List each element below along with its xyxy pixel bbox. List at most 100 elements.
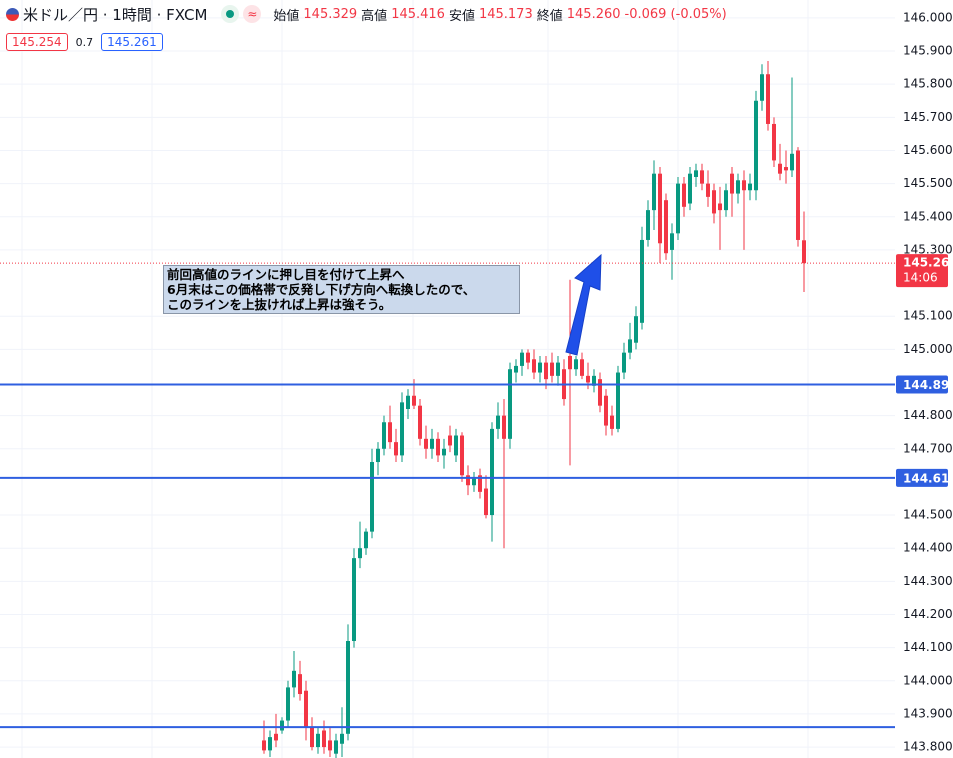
candle-body <box>400 402 404 456</box>
sell-button[interactable]: 145.254 <box>6 33 68 51</box>
candle-body <box>802 240 806 264</box>
header: 米ドル／円 · 1時間 · FXCM ≈ 始値 145.329 高値 145.416… <box>6 4 727 52</box>
candle-body <box>766 74 770 124</box>
y-tick-label: 145.900 <box>903 44 953 58</box>
candle-body <box>388 422 392 443</box>
candle-body <box>484 488 488 516</box>
flag-icon <box>6 7 19 21</box>
candle-body <box>292 670 296 688</box>
candle-body <box>478 475 482 492</box>
candle-body <box>790 153 794 171</box>
candle-body <box>340 733 344 744</box>
candle-body <box>556 362 560 376</box>
y-tick-label: 144.200 <box>903 607 953 621</box>
arrow <box>565 253 602 356</box>
y-tick-label: 144.500 <box>903 508 953 522</box>
candle-body <box>442 448 446 456</box>
current-price-label: 145.260 <box>903 256 953 270</box>
y-tick-label: 145.500 <box>903 176 953 190</box>
candle-body <box>262 740 266 751</box>
y-tick-label: 145.600 <box>903 143 953 157</box>
price-label: 144.894 <box>903 378 953 392</box>
y-tick-label: 145.800 <box>903 77 953 91</box>
candle-body <box>346 641 350 734</box>
open-label: 始値 <box>273 8 300 24</box>
candle-body <box>718 203 722 211</box>
candle-body <box>754 100 758 191</box>
y-tick-label: 144.800 <box>903 408 953 422</box>
candle-body <box>640 239 644 323</box>
candle-body <box>616 372 620 429</box>
candle-body <box>496 415 500 429</box>
candle-body <box>418 405 422 439</box>
symbol[interactable]: 米ドル／円 · 1時間 · FXCM <box>23 5 208 24</box>
candle-body <box>694 170 698 177</box>
candle-body <box>676 183 680 234</box>
candle-body <box>688 173 692 204</box>
price-label: 144.612 <box>903 471 953 485</box>
candle-body <box>334 740 338 754</box>
candle-body <box>298 674 302 695</box>
candle-body <box>574 359 578 370</box>
buy-button[interactable]: 145.261 <box>101 33 163 51</box>
candle-body <box>514 365 518 373</box>
candle-body <box>448 435 452 446</box>
y-tick-label: 144.100 <box>903 640 953 654</box>
candle-body <box>280 720 284 731</box>
candle-body <box>682 183 686 207</box>
candle-body <box>472 478 476 486</box>
candle-body <box>376 448 380 463</box>
candle-body <box>430 438 434 449</box>
candle-body <box>370 462 374 532</box>
candle-body <box>424 438 428 449</box>
y-tick-label: 146.000 <box>903 10 953 24</box>
status-dot[interactable] <box>221 5 240 23</box>
candle-body <box>460 435 464 476</box>
candle-body <box>508 369 512 439</box>
candle-body <box>604 395 608 426</box>
y-tick-label: 143.900 <box>903 706 953 720</box>
annotation: 前回高値のラインに押し目を付けて上昇へ 6月末はこの価格帯で反発し下げ方向へ転換し… <box>163 265 520 314</box>
candle-body <box>454 435 458 456</box>
candle-body <box>364 531 368 549</box>
candle-body <box>466 475 470 486</box>
candle-body <box>394 442 398 456</box>
candle-body <box>412 395 416 406</box>
annotation-line: このラインを上抜ければ上昇は強そう。 <box>167 297 392 312</box>
y-tick-label: 144.300 <box>903 574 953 588</box>
y-tick-label: 144.700 <box>903 441 953 455</box>
candle-body <box>502 415 506 439</box>
candle-body <box>658 173 662 244</box>
candle-body <box>664 200 668 254</box>
candle-body <box>712 190 716 214</box>
candle-body <box>784 167 788 171</box>
market-icon[interactable]: ≈ <box>243 5 262 23</box>
price-label-box <box>896 375 948 394</box>
close-label: 終値 <box>536 8 563 24</box>
candle-body <box>772 123 776 161</box>
low-value: 145.173 <box>478 6 533 22</box>
candle-body <box>760 74 764 101</box>
spread: 0.7 <box>75 35 94 49</box>
candle-body <box>580 359 584 376</box>
close-value: 145.260 <box>566 6 621 22</box>
candle-body <box>598 379 602 406</box>
candle-body <box>520 352 524 366</box>
candle-body <box>724 190 728 211</box>
candle-body <box>592 375 596 386</box>
candle-body <box>550 362 554 376</box>
y-tick-label: 144.000 <box>903 673 953 687</box>
low-label: 安値 <box>448 8 475 24</box>
candle-body <box>748 183 752 191</box>
current-price-box <box>896 254 948 288</box>
candle-body <box>490 428 494 516</box>
candle-body <box>328 740 332 751</box>
y-tick-label: 145.700 <box>903 110 953 124</box>
annotation-line: 前回高値のラインに押し目を付けて上昇へ <box>167 267 405 282</box>
y-tick-label: 145.400 <box>903 209 953 223</box>
candle-body <box>742 180 746 191</box>
candle-body <box>538 362 542 373</box>
candle-body <box>670 233 674 250</box>
